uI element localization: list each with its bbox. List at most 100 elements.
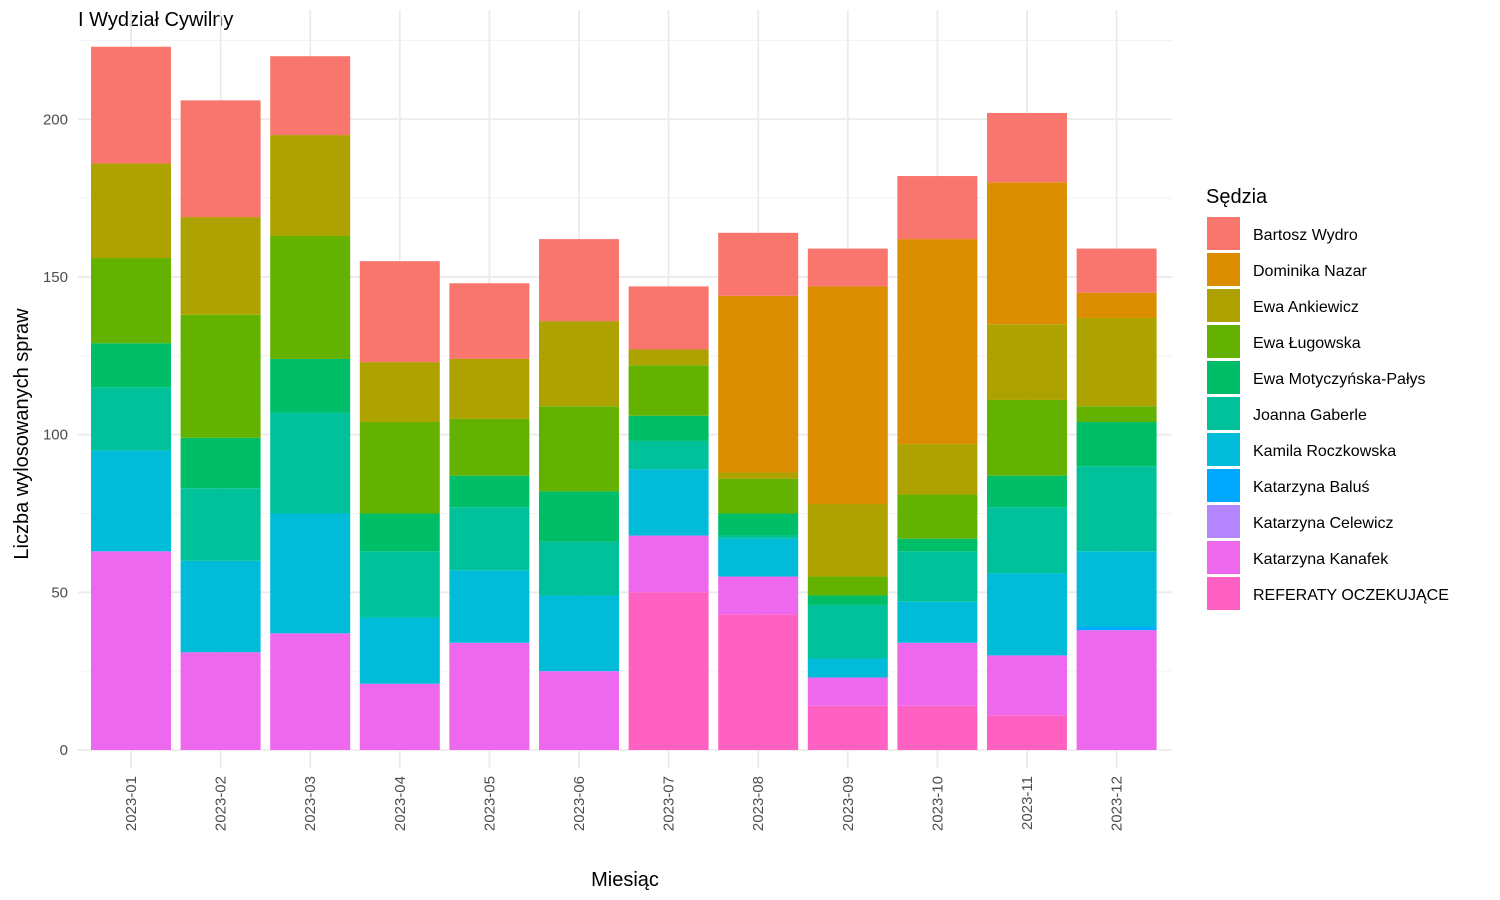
bar-segment bbox=[539, 239, 619, 322]
bar-segment bbox=[359, 362, 440, 423]
bar-segment bbox=[180, 488, 261, 561]
bar-segment bbox=[718, 535, 799, 539]
bar-segment bbox=[359, 551, 440, 618]
legend-label: REFERATY OCZEKUJĄCE bbox=[1253, 587, 1449, 604]
bar-segment bbox=[807, 705, 888, 750]
bar-segment bbox=[359, 683, 440, 750]
bar-segment bbox=[180, 314, 261, 438]
bar-segment bbox=[987, 573, 1067, 656]
bar-segment bbox=[987, 507, 1067, 574]
bar-segment bbox=[1076, 292, 1157, 318]
bar-segment bbox=[91, 258, 171, 344]
bars-layer bbox=[91, 46, 1157, 750]
bar-segment bbox=[539, 491, 619, 542]
bar-segment bbox=[897, 705, 978, 750]
legend-key bbox=[1207, 577, 1240, 610]
bar-segment bbox=[628, 440, 709, 470]
x-tick-label: 2023-10 bbox=[929, 776, 946, 831]
legend-key bbox=[1207, 325, 1240, 358]
x-tick-label: 2023-07 bbox=[661, 776, 678, 831]
bar-segment bbox=[539, 406, 619, 492]
legend-key bbox=[1207, 541, 1240, 574]
x-tick-label: 2023-06 bbox=[571, 776, 588, 831]
bar-segment bbox=[807, 248, 888, 287]
bar-segment bbox=[987, 475, 1067, 508]
bar-segment bbox=[270, 513, 351, 634]
bar-segment bbox=[91, 387, 171, 451]
bar-segment bbox=[628, 349, 709, 366]
bar-segment bbox=[628, 469, 709, 536]
x-axis-title: Miesiąc bbox=[591, 869, 659, 891]
legend-label: Dominika Nazar bbox=[1253, 263, 1367, 280]
bar-segment bbox=[897, 538, 978, 552]
bar-segment bbox=[180, 652, 261, 750]
x-tick-label: 2023-09 bbox=[840, 776, 857, 831]
legend-label: Ewa Ługowska bbox=[1253, 335, 1361, 352]
bar-segment bbox=[718, 538, 799, 577]
bar-segment bbox=[807, 504, 888, 577]
bar-segment bbox=[897, 239, 978, 445]
bar-segment bbox=[449, 507, 530, 571]
bar-segment bbox=[718, 513, 799, 536]
legend-label: Katarzyna Kanafek bbox=[1253, 551, 1389, 568]
bar-segment bbox=[987, 112, 1067, 183]
y-tick-label: 100 bbox=[43, 427, 68, 444]
bar-segment bbox=[897, 551, 978, 602]
legend-key bbox=[1207, 397, 1240, 430]
legend-label: Joanna Gaberle bbox=[1253, 407, 1367, 424]
bar-segment bbox=[718, 614, 799, 750]
legend-key bbox=[1207, 253, 1240, 286]
bar-segment bbox=[449, 418, 530, 476]
bar-segment bbox=[270, 235, 351, 359]
bar-segment bbox=[897, 494, 978, 539]
bar-segment bbox=[91, 450, 171, 552]
bar-segment bbox=[270, 358, 351, 413]
bar-segment bbox=[359, 422, 440, 514]
bar-segment bbox=[539, 595, 619, 672]
bar-segment bbox=[807, 576, 888, 596]
legend-label: Katarzyna Baluś bbox=[1253, 479, 1370, 496]
bar-segment bbox=[91, 551, 171, 750]
bar-segment bbox=[449, 283, 530, 359]
legend-key bbox=[1207, 217, 1240, 250]
legend-key bbox=[1207, 433, 1240, 466]
bar-segment bbox=[628, 415, 709, 441]
legend-key bbox=[1207, 361, 1240, 394]
bar-segment bbox=[91, 343, 171, 388]
bar-segment bbox=[897, 601, 978, 643]
x-tick-label: 2023-05 bbox=[481, 776, 498, 831]
legend-label: Bartosz Wydro bbox=[1253, 227, 1358, 244]
bar-segment bbox=[897, 444, 978, 495]
bar-segment bbox=[897, 176, 978, 240]
bar-segment bbox=[718, 576, 799, 615]
bar-segment bbox=[1076, 627, 1157, 631]
legend-key bbox=[1207, 289, 1240, 322]
bar-segment bbox=[807, 658, 888, 678]
y-tick-label: 150 bbox=[43, 269, 68, 286]
legend-label: Ewa Ankiewicz bbox=[1253, 299, 1359, 316]
legend: Sędzia Bartosz Wydro Dominika Nazar Ewa An… bbox=[1206, 186, 1449, 610]
chart-title: I Wydział Cywilny bbox=[78, 9, 233, 31]
legend-key bbox=[1207, 505, 1240, 538]
bar-segment bbox=[807, 677, 888, 706]
bar-segment bbox=[270, 412, 351, 514]
axis-layer: 0 50 100 150 200 2023-01 2023-02 2023-03 2023-04… bbox=[43, 111, 1126, 831]
bar-segment bbox=[449, 358, 530, 419]
bar-segment bbox=[449, 475, 530, 508]
bar-segment bbox=[807, 286, 888, 505]
bar-segment bbox=[359, 617, 440, 684]
bar-segment bbox=[718, 472, 799, 479]
bar-segment bbox=[807, 604, 888, 659]
bar-segment bbox=[628, 592, 709, 750]
x-tick-label: 2023-01 bbox=[123, 776, 140, 831]
bar-segment bbox=[180, 217, 261, 315]
bar-segment bbox=[1076, 422, 1157, 467]
bar-segment bbox=[270, 56, 351, 136]
legend-label: Kamila Roczkowska bbox=[1253, 443, 1396, 460]
bar-segment bbox=[180, 560, 261, 653]
bar-segment bbox=[180, 100, 261, 218]
bar-segment bbox=[539, 541, 619, 596]
bar-segment bbox=[987, 399, 1067, 476]
bar-segment bbox=[718, 295, 799, 473]
